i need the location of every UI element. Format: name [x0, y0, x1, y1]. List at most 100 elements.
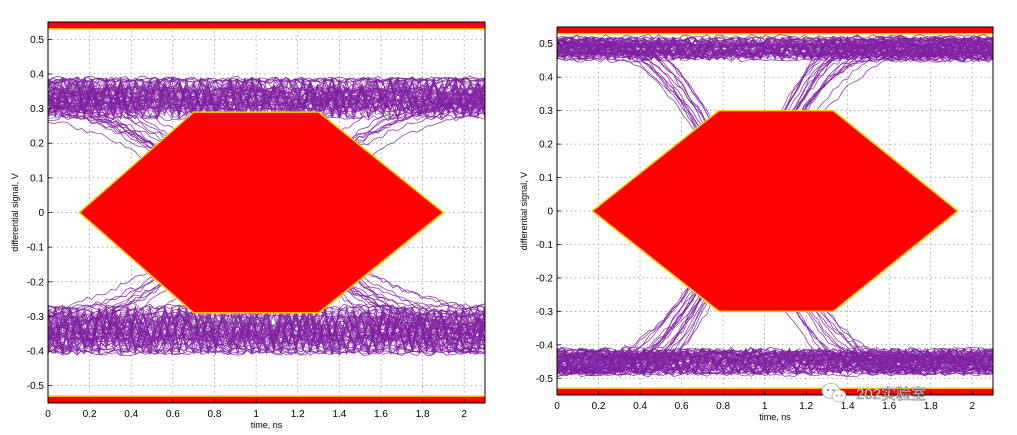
plot-content [48, 22, 485, 403]
y-tick-label: -0.3 [536, 307, 554, 318]
x-axis: 0 0.2 0.4 0.6 0.8 1 1.2 1.4 1.6 1.8 2 [45, 399, 467, 420]
signal-level-trace [48, 78, 485, 119]
x-tick-label: 1.6 [374, 409, 388, 420]
signal-level-trace [557, 37, 993, 62]
x-tick-label: 0.2 [592, 401, 606, 412]
x-tick-label: 1.2 [799, 401, 813, 412]
signal-level-trace [557, 36, 993, 62]
signal-level-trace [557, 348, 993, 376]
y-tick-label: -0.1 [536, 240, 554, 251]
x-tick-label: 0.8 [716, 401, 730, 412]
y-tick-label: 0 [38, 208, 44, 219]
x-tick-label: 0 [45, 409, 51, 420]
signal-traces [557, 34, 993, 378]
y-tick-label: 0.5 [539, 39, 553, 50]
eye-mask [591, 109, 959, 313]
y-tick-label: 0.2 [30, 139, 44, 150]
signal-level-trace [557, 36, 993, 61]
signal-level-trace [48, 305, 485, 352]
x-tick-label: 0 [554, 401, 560, 412]
y-tick-label: 0.3 [30, 104, 44, 115]
watermark: 202实验室 [820, 378, 1000, 408]
y-tick-label: 0.3 [539, 106, 553, 117]
signal-level-trace [557, 348, 993, 376]
x-tick-label: 1 [253, 409, 259, 420]
x-tick-label: 0.8 [208, 409, 222, 420]
watermark-text: 202实验室 [856, 386, 926, 403]
x-tick-label: 0.2 [83, 409, 97, 420]
y-tick-label: -0.4 [536, 340, 554, 351]
signal-level-trace [48, 307, 485, 356]
y-tick-label: -0.2 [27, 277, 45, 288]
x-axis: 0 0.2 0.4 0.6 0.8 1 1.2 1.4 1.6 1.8 2 [554, 391, 975, 412]
x-tick-label: 1.8 [924, 401, 938, 412]
y-tick-label: 0.4 [539, 73, 553, 84]
x-tick-label: 1 [762, 401, 768, 412]
y-tick-label: -0.5 [27, 381, 45, 392]
signal-level-trace [557, 37, 993, 62]
y-tick-label: -0.4 [27, 347, 45, 358]
y-tick-label: -0.1 [27, 243, 45, 254]
signal-level-trace [557, 347, 993, 376]
x-tick-label: 0.4 [633, 401, 647, 412]
mask-band-bottom [557, 388, 993, 395]
x-tick-label: 0.6 [166, 409, 180, 420]
x-tick-label: 2 [969, 401, 975, 412]
x-tick-label: 2 [461, 409, 467, 420]
signal-level-trace [557, 347, 993, 376]
x-tick-label: 1.2 [291, 409, 305, 420]
y-tick-label: 0.4 [30, 69, 44, 80]
y-tick-label: -0.2 [536, 273, 554, 284]
signal-level-trace [557, 36, 993, 61]
signal-trace [557, 56, 993, 63]
y-tick-label: 0.1 [539, 173, 553, 184]
mask-band-top [48, 22, 485, 29]
signal-level-trace [557, 348, 993, 376]
y-tick-label: -0.5 [536, 374, 554, 385]
signal-level-trace [48, 77, 485, 120]
watermark-svg: 202实验室 [821, 383, 926, 403]
x-axis-label: time, ns [251, 420, 283, 430]
signal-level-trace [557, 347, 993, 376]
x-tick-label: 1.4 [841, 401, 855, 412]
signal-level-trace [48, 76, 485, 119]
y-tick-label: 0.2 [539, 140, 553, 151]
y-tick-label: 0 [547, 207, 553, 218]
signal-level-trace [557, 347, 993, 376]
signal-level-trace [48, 77, 485, 120]
y-tick-label: 0.1 [30, 173, 44, 184]
signal-level-trace [48, 306, 485, 354]
x-tick-label: 0.6 [675, 401, 689, 412]
signal-level-trace [557, 36, 993, 62]
y-axis-label: differential signal, V [519, 172, 529, 250]
y-tick-label: 0.5 [30, 35, 44, 46]
wechat-icon [821, 383, 847, 403]
plot-content [557, 27, 993, 395]
x-tick-label: 0.4 [124, 409, 138, 420]
y-axis: 0.5 0.4 0.3 0.2 0.1 0 -0.1 -0.2 -0.3 -0.4 -0.5 [27, 35, 52, 392]
x-tick-label: 1.4 [332, 409, 346, 420]
signal-level-trace [557, 37, 993, 61]
y-axis-label: differential signal, V [10, 173, 20, 251]
signal-level-trace [48, 77, 485, 121]
mask-band-bottom [48, 396, 485, 403]
signal-trace [557, 34, 993, 41]
signal-level-trace [48, 305, 485, 356]
x-tick-label: 1.8 [416, 409, 430, 420]
mask-band-top [557, 27, 993, 34]
signal-level-trace [48, 78, 485, 121]
signal-level-trace [48, 76, 485, 120]
signal-trace [48, 75, 485, 82]
y-tick-label: -0.3 [27, 312, 45, 323]
signal-level-trace [48, 307, 485, 355]
eye-mask [78, 111, 445, 314]
signal-level-trace [557, 36, 993, 61]
x-axis-label: time, ns [759, 412, 791, 422]
signal-level-trace [48, 305, 485, 354]
y-axis: 0.5 0.4 0.3 0.2 0.1 0 -0.1 -0.2 -0.3 -0.4 -0.5 [536, 39, 561, 385]
x-tick-label: 1.6 [882, 401, 896, 412]
signal-level-trace [557, 347, 993, 375]
